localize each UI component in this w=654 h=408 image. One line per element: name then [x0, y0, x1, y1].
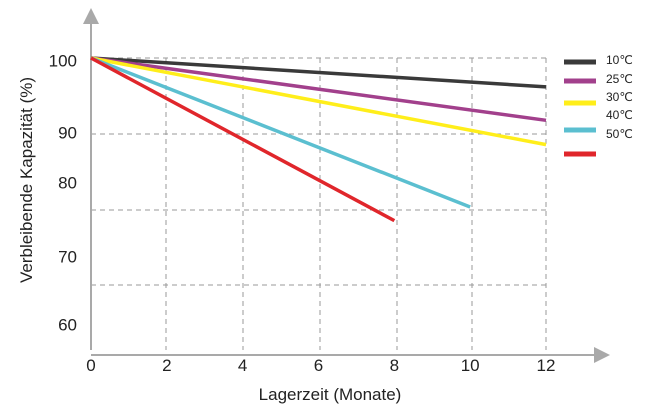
y-axis-label: Verbleibende Kapazität (%): [17, 77, 36, 283]
legend-label: 50℃: [606, 127, 633, 141]
y-tick-label: 80: [58, 173, 77, 192]
x-tick-label: 0: [86, 356, 95, 375]
legend-label: 40℃: [606, 108, 633, 122]
x-tick-label: 10: [461, 356, 480, 375]
y-tick-label: 90: [58, 123, 77, 142]
y-tick-label: 70: [58, 247, 77, 266]
series-line: [90, 56, 547, 89]
series-lines: [90, 56, 547, 223]
tick-labels: 0 2 4 6 8 10 12 100 90 80 70 60: [49, 51, 556, 375]
series-line: [90, 56, 547, 147]
legend: 10℃ 25℃ 30℃ 40℃ 50℃: [564, 53, 633, 157]
legend-label: 10℃: [606, 53, 633, 67]
series-line: [90, 56, 471, 209]
x-tick-label: 12: [537, 356, 556, 375]
y-axis-arrow-icon: [83, 8, 99, 24]
x-tick-label: 2: [162, 356, 171, 375]
x-tick-label: 8: [390, 356, 399, 375]
grid: [91, 57, 547, 350]
x-axis-label: Lagerzeit (Monate): [259, 385, 402, 404]
x-tick-label: 6: [314, 356, 323, 375]
legend-label: 25℃: [606, 72, 633, 86]
series-line: [90, 56, 396, 223]
legend-label: 30℃: [606, 90, 633, 104]
y-tick-label: 100: [49, 51, 77, 70]
y-tick-label: 60: [58, 315, 77, 334]
x-axis-arrow-icon: [594, 347, 610, 363]
x-tick-label: 4: [238, 356, 247, 375]
axes: [83, 8, 610, 363]
series-line: [90, 56, 547, 123]
